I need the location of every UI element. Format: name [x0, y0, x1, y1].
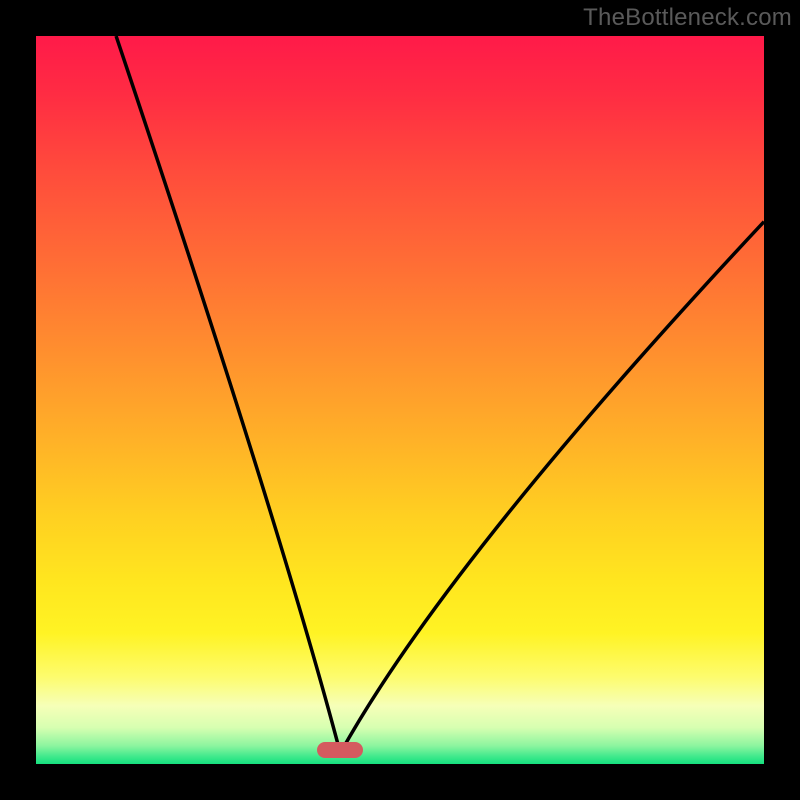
chart-frame: TheBottleneck.com — [0, 0, 800, 800]
vertex-marker — [317, 742, 363, 758]
plot-area — [36, 36, 764, 764]
watermark-text: TheBottleneck.com — [583, 4, 792, 32]
curve-layer — [36, 36, 764, 764]
curve-left-branch — [116, 36, 340, 753]
curve-right-branch — [340, 222, 764, 753]
